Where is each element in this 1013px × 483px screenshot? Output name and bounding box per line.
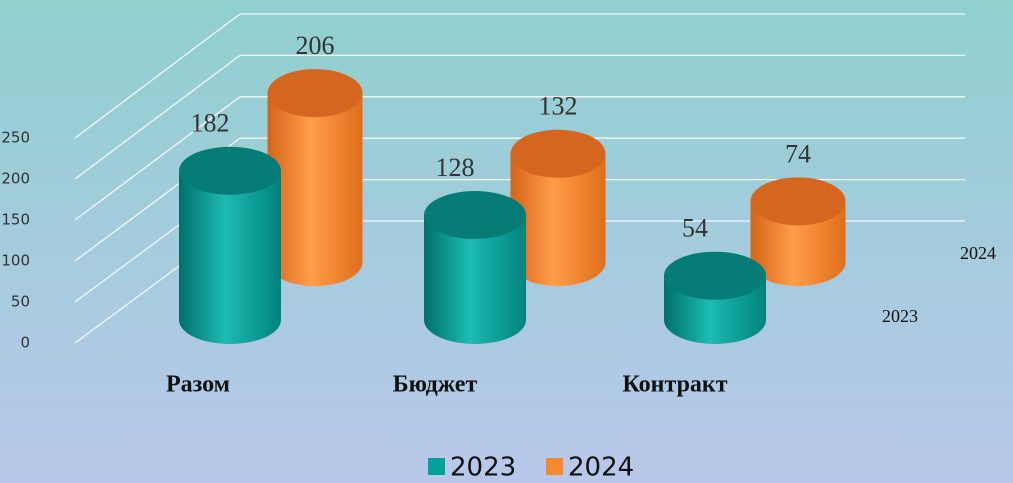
bar [510,129,606,286]
value-label: 132 [539,92,578,121]
bar-part [750,201,846,286]
bar [424,191,526,344]
bar [267,69,363,286]
y-tick-label: 200 [1,170,30,188]
y-tick-label: 150 [1,211,30,229]
legend-swatch [546,458,563,475]
grid-line [74,96,241,221]
grid-line [74,54,241,180]
y-tick-label: 50 [11,293,30,311]
bar [750,177,846,286]
y-tick-label: 250 [1,129,30,147]
value-label: 206 [296,31,335,60]
legend-label: 2024 [568,453,634,483]
value-label: 74 [785,139,811,168]
bar-part [424,215,526,344]
depth-label: 2023 [882,306,918,326]
bar-part [179,146,281,195]
value-label: 54 [682,214,708,243]
bar-part [510,153,606,286]
bar [664,251,766,344]
bar-part [750,177,846,226]
legend-swatch [428,458,445,475]
y-tick-label: 100 [1,252,30,270]
bar-part [267,93,363,286]
bar-part [424,191,526,240]
legend-label: 2023 [450,453,516,483]
bar-part [179,170,281,344]
bar-part [267,69,363,118]
depth-label: 2024 [960,243,996,263]
y-tick-label: 0 [20,334,30,352]
bar-part [664,251,766,300]
bar [179,146,281,344]
bar-part [510,129,606,178]
x-tick-label: Бюджет [393,372,478,398]
x-tick-label: Контракт [622,372,727,398]
grid-line [74,13,241,139]
x-tick-label: Разом [166,372,230,398]
value-label: 128 [436,153,475,182]
value-label: 182 [191,109,230,138]
